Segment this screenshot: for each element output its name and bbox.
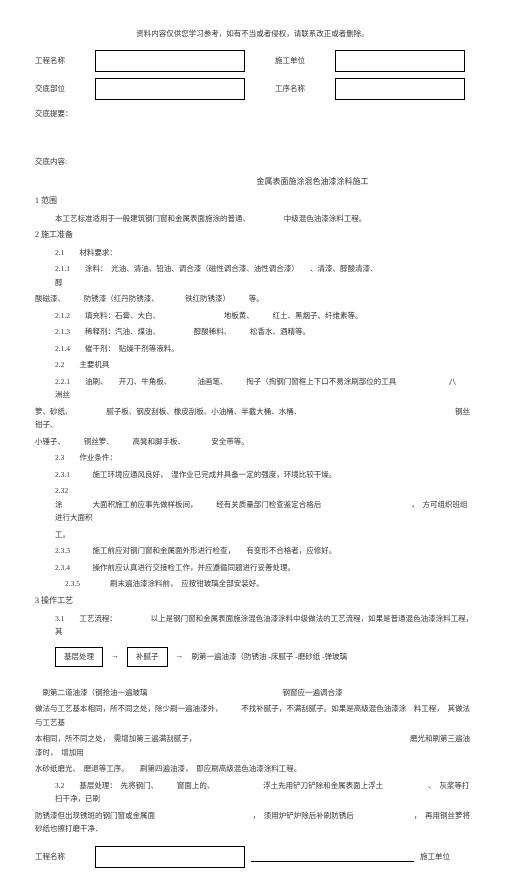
flow-diagram: 基层处理 → 补腻子 → 刷第一遍油漆（防锈油 -床腻子 -磨砂纸 -弹玻璃	[55, 647, 470, 667]
s1-text: 本工艺标准适用于一般建筑钢门窗和金属表面施涂的普通、 中级混色油漆涂料工程。	[35, 212, 470, 226]
i234: 2.3.4 操作前应认真进行交接检工作，并应遵循同题进行妥善处理。	[35, 561, 470, 575]
form-row-2: 交底部位 工序名称	[35, 78, 470, 100]
flow-box-2: 补腻子	[127, 647, 168, 667]
i221-cont2: 小锤子、 铜丝箩、 高凳和脚手板、 安全带等。	[35, 435, 470, 449]
i235: 2.3.5 刷末遍油漆涂料前， 应按钳玻璃全部安装好。	[35, 577, 470, 591]
para3: 本相同，所不同之处， 需增加第三遍满刮腻子， 磨光和刷第三遍油漆时， 增加用	[35, 732, 470, 759]
box-part[interactable]	[95, 78, 245, 100]
bottom-box-1[interactable]	[95, 846, 245, 868]
i231: 2.3.1 施工环境应通风良好， 湿作业已完成并具备一定的强度，环境比较干燥。	[35, 468, 470, 482]
doc-title: 金属表面施涂混色油漆涂料施工	[35, 176, 470, 189]
label-process: 工序名称	[275, 83, 335, 95]
i22: 2.2 主要机具	[35, 358, 470, 372]
section-1: 1 范围	[35, 195, 470, 208]
flow-text: 刷第一遍油漆（防锈油 -床腻子 -磨砂纸 -弹玻璃	[192, 651, 348, 663]
i221-cont: 箩、砂纸、 腻子板、钢皮刮板、橡皮刮板、小油桶、半截大桶、水桶、 钢丝钳子、	[35, 405, 470, 432]
label-project: 工程名称	[35, 55, 95, 67]
para2: 做法与工艺基本相同，所不同之处，除少刷一遍油漆外， 不找补腻子，不满刮腻子。如果…	[35, 702, 470, 729]
label-part: 交底部位	[35, 83, 95, 95]
content-label: 交底内容:	[35, 156, 470, 168]
box-process[interactable]	[335, 78, 465, 100]
i233: 2.3.3 施工前应对钢门窗和金属面外形进行检查， 有变形不合格者，应修好。	[35, 544, 470, 558]
bottom-label-1: 工程名称	[35, 851, 95, 863]
flow-arrow-1: →	[111, 650, 119, 663]
i221: 2.2.1 油刷、 开刀、牛角板、 油画笔、 掏子（掏钢门窗框上下口不易涂刷部位…	[35, 375, 470, 402]
i211: 2.1.1 涂料： 光油、清油、铅油、调合漆（磁性调合漆、油性调合漆） 、清漆、…	[35, 262, 470, 289]
submit-summary-label: 交底提要：	[35, 108, 470, 120]
i213: 2.1.3 稀释剂：汽油、煤油、 醇酸稀料、 松香水、酒精等。	[35, 325, 470, 339]
para1: 刷第二道油漆（钢抢油一遍玻璃 钢窗应一遍调合漆	[35, 686, 470, 700]
form-row-1: 工程名称 施工单位	[35, 50, 470, 72]
i214: 2.1.4 催干剂： 贴燥干剂等液料。	[35, 342, 470, 356]
bottom-label-2: 施工单位	[420, 851, 470, 863]
i32: 3.2 基层处理： 先将钢门、 窗面上的、 浮土先用铲刀铲除和金属表面上浮土 、…	[35, 779, 470, 806]
para4: 水砂纸磨光、 磨退等工序。 刷第四遍油漆， 即应刷高级混色油漆涂料工程。	[35, 762, 470, 776]
section-2: 2 施工准备	[35, 229, 470, 242]
i21: 2.1 材料要求：	[35, 246, 470, 260]
header-notice: 资料内容仅供您学习参考，如有不当或者侵权，请联系改正或者删除。	[35, 28, 470, 40]
box-unit[interactable]	[335, 50, 465, 72]
i232: 2.32涂 大面积施工前应事先做样板间， 经有关质量部门检查鉴定合格后 ， 方可…	[35, 484, 470, 525]
i212: 2.1.2 填充料：石膏、大白、 地板黄、 红土、黑烟子、纤维素等。	[35, 309, 470, 323]
i211-cont: 酸磁漆、 防锈漆（红丹防锈漆、 铁红防锈漆） 等。	[35, 292, 470, 306]
section-3: 3 操作工艺	[35, 595, 470, 608]
i32-cont: 防锈漆但出现锈斑的钢门窗或金属面 ， 须用炉铲炉除后补刷防锈后 ， 再用铜丝箩将…	[35, 809, 470, 836]
box-project[interactable]	[95, 50, 245, 72]
i23: 2.3 作业条件：	[35, 451, 470, 465]
flow-arrow-2: →	[176, 650, 184, 663]
flow-box-1: 基层处理	[55, 647, 103, 667]
i31: 3.1 工艺流程： 以上是钢门窗和金属表面施涂混色油漆涂料中级做法的工艺流程，如…	[35, 612, 470, 639]
i232-cont: 工。	[35, 528, 470, 542]
bottom-form: 工程名称 施工单位	[35, 846, 470, 868]
bottom-line	[251, 851, 414, 862]
label-unit: 施工单位	[275, 55, 335, 67]
